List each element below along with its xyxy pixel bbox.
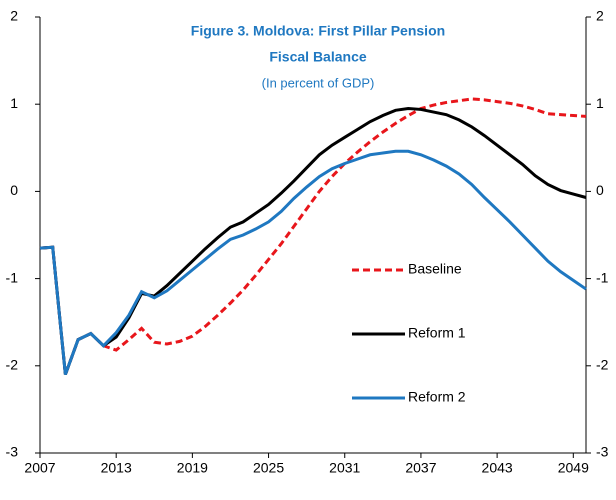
y2-tick-label: 2 xyxy=(596,8,604,24)
y2-tick-label: -2 xyxy=(596,357,609,373)
x-tick-label: 2025 xyxy=(253,460,284,476)
y2-tick-label: 1 xyxy=(596,95,604,111)
legend-label: Reform 2 xyxy=(408,389,466,405)
y-tick-label: 2 xyxy=(10,8,18,24)
y2-tick-label: -1 xyxy=(596,269,609,285)
chart-subtitle: Fiscal Balance xyxy=(269,49,366,65)
line-series xyxy=(39,149,587,376)
legend-label: Reform 1 xyxy=(408,325,466,341)
x-tick-label: 2007 xyxy=(24,460,55,476)
chart-title: Figure 3. Moldova: First Pillar Pension xyxy=(191,23,445,39)
line-series xyxy=(39,97,587,376)
y-tick-label: -2 xyxy=(6,357,19,373)
x-tick-label: 2031 xyxy=(329,460,360,476)
y2-tick-label: 0 xyxy=(596,182,604,198)
y-tick-label: -1 xyxy=(6,269,19,285)
y-tick-label: -3 xyxy=(6,444,19,460)
x-tick-label: 2013 xyxy=(101,460,132,476)
chart-note: (In percent of GDP) xyxy=(262,75,375,90)
x-tick-label: 2043 xyxy=(482,460,513,476)
y-tick-label: 0 xyxy=(10,182,18,198)
line-series xyxy=(39,107,587,376)
x-tick-label: 2049 xyxy=(558,460,589,476)
legend-label: Baseline xyxy=(408,261,462,277)
x-tick-label: 2037 xyxy=(405,460,436,476)
x-tick-label: 2019 xyxy=(177,460,208,476)
y-tick-label: 1 xyxy=(10,95,18,111)
y2-tick-label: -3 xyxy=(596,444,609,460)
